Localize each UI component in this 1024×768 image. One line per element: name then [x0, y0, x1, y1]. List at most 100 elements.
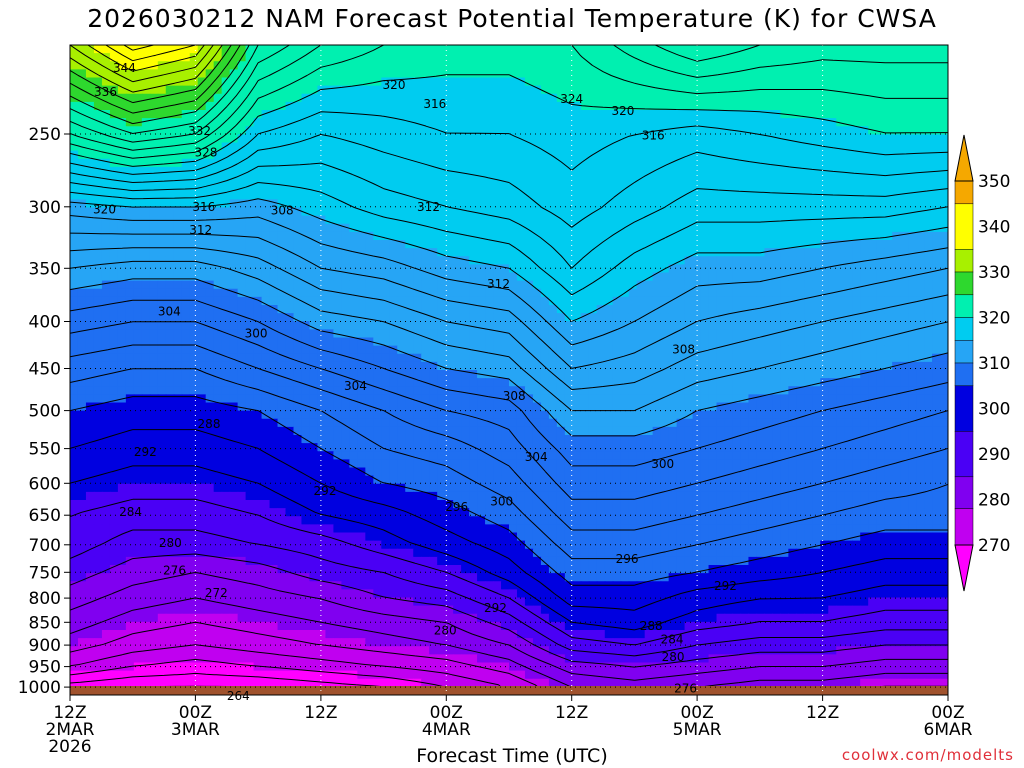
field-cell: [780, 345, 789, 355]
field-cell: [556, 264, 566, 274]
field-cell: [836, 61, 845, 70]
field-cell: [509, 402, 518, 412]
field-cell: [181, 223, 191, 233]
field-cell: [293, 110, 303, 119]
field-cell: [780, 134, 789, 144]
field-cell: [357, 231, 366, 241]
field-cell: [636, 370, 646, 379]
field-cell: [501, 321, 510, 330]
field-cell: [421, 337, 430, 347]
field-cell: [716, 280, 726, 290]
field-cell: [301, 272, 311, 282]
field-cell: [684, 378, 694, 387]
field-cell: [684, 231, 694, 241]
field-cell: [876, 337, 885, 347]
field-cell: [524, 110, 534, 119]
field-cell: [740, 126, 750, 135]
field-cell: [237, 191, 247, 200]
field-cell: [333, 93, 342, 103]
field-cell: [181, 386, 191, 395]
field-cell: [141, 296, 151, 306]
field-cell: [469, 69, 478, 79]
field-cell: [692, 361, 702, 371]
field-cell: [341, 175, 350, 184]
field-cell: [900, 231, 909, 241]
field-cell: [149, 313, 159, 322]
field-cell: [93, 223, 103, 233]
field-cell: [708, 45, 718, 54]
field-cell: [532, 93, 542, 103]
field-cell: [253, 378, 263, 387]
field-cell: [724, 183, 734, 192]
field-cell: [301, 329, 311, 339]
field-cell: [237, 199, 247, 209]
field-cell: [453, 207, 462, 217]
field-cell: [125, 402, 135, 412]
field-cell: [173, 361, 183, 371]
field-cell: [445, 256, 454, 265]
field-cell: [261, 101, 271, 111]
field-cell: [620, 329, 630, 339]
field-cell: [684, 118, 694, 127]
field-cell: [77, 386, 87, 395]
field-cell: [429, 69, 438, 79]
field-cell: [588, 223, 598, 233]
field-cell: [213, 142, 223, 152]
field-cell: [509, 142, 518, 152]
field-cell: [261, 337, 271, 347]
field-cell: [285, 240, 295, 249]
field-cell: [868, 45, 877, 54]
field-cell: [588, 296, 598, 306]
field-cell: [373, 215, 382, 225]
field-cell: [205, 394, 215, 404]
field-cell: [844, 240, 853, 249]
field-cell: [317, 126, 327, 135]
field-cell: [437, 296, 446, 306]
field-cell: [564, 313, 574, 322]
field-cell: [149, 110, 159, 119]
field-cell: [365, 256, 374, 265]
field-cell: [245, 134, 255, 144]
field-cell: [309, 402, 319, 412]
field-cell: [253, 402, 263, 412]
field-cell: [548, 296, 558, 306]
field-cell: [756, 69, 766, 79]
field-cell: [884, 118, 893, 127]
field-cell: [644, 321, 654, 330]
field-cell: [532, 158, 542, 168]
field-cell: [397, 175, 406, 184]
field-cell: [604, 402, 614, 412]
field-cell: [149, 256, 159, 265]
field-cell: [644, 142, 654, 152]
field-cell: [269, 93, 279, 103]
field-cell: [421, 158, 430, 168]
field-cell: [612, 288, 622, 298]
field-cell: [325, 248, 334, 257]
field-cell: [788, 150, 797, 160]
field-cell: [221, 85, 231, 95]
field-cell: [764, 321, 773, 330]
field-cell: [564, 101, 574, 111]
field-cell: [532, 240, 542, 249]
field-cell: [181, 240, 191, 249]
field-cell: [940, 69, 948, 79]
field-cell: [540, 240, 550, 249]
field-cell: [588, 272, 598, 282]
field-cell: [85, 158, 95, 168]
field-cell: [77, 191, 87, 200]
field-cell: [780, 215, 789, 225]
field-cell: [908, 345, 917, 355]
field-cell: [636, 101, 646, 111]
field-cell: [389, 61, 398, 70]
field-cell: [844, 118, 853, 127]
field-cell: [509, 337, 518, 347]
field-cell: [389, 296, 398, 306]
field-cell: [461, 118, 470, 127]
field-cell: [796, 158, 805, 168]
field-cell: [716, 370, 726, 379]
field-cell: [493, 183, 502, 192]
field-cell: [844, 85, 853, 95]
field-cell: [548, 142, 558, 152]
field-cell: [125, 93, 135, 103]
field-cell: [660, 199, 670, 209]
